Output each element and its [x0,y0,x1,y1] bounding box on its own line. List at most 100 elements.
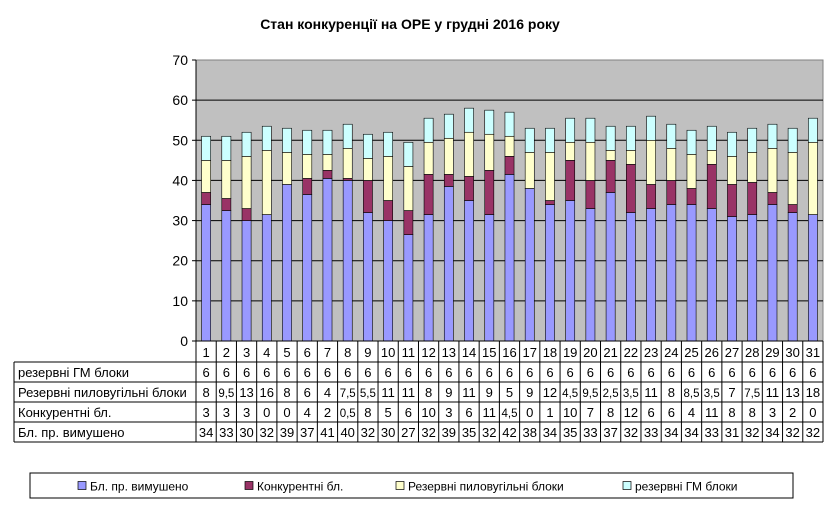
table-cell: 38 [522,425,536,440]
x-tick-label: 20 [583,345,597,360]
table-cell: 41 [320,425,334,440]
bar-segment [524,152,535,189]
table-cell: 33 [644,425,658,440]
bar-segment [565,141,576,161]
table-cell: 7 [587,405,594,420]
y-tick-label: 0 [180,333,188,349]
y-tick-label: 70 [172,52,188,68]
table-cell: 7,5 [340,388,356,400]
table-cell: 5 [506,385,513,400]
bar-segment [201,135,211,161]
x-tick-label: 12 [421,345,435,360]
table-cell: 12 [624,405,638,420]
table-cell: 6 [304,365,311,380]
table-cell: 6 [708,365,715,380]
table-cell: 6 [465,405,472,420]
table-cell: 13 [239,385,253,400]
bar-segment [201,160,211,193]
bar-segment [504,174,515,342]
bar-segment [727,156,737,185]
table-cell: 34 [543,425,557,440]
bar-segment [767,192,778,205]
table-cell: 30 [381,425,395,440]
bar-segment [241,156,252,209]
table-cell: 8 [364,405,371,420]
y-tick-label: 10 [172,293,188,309]
table-cell: 0,5 [340,408,356,420]
table-cell: 3 [243,405,250,420]
table-cell: 0 [526,405,533,420]
x-tick-label: 7 [324,345,331,360]
table-cell: 4,5 [502,408,518,420]
table-cell: 5 [385,405,392,420]
bar-segment [322,129,333,155]
table-cell: 2 [324,405,331,420]
bar-segment [747,214,758,342]
x-tick-label: 23 [644,345,658,360]
bar-segment [605,160,616,193]
table-cell: 3,5 [623,388,639,400]
legend-swatch [622,481,632,490]
table-cell: 37 [300,425,314,440]
x-tick-label: 18 [543,345,557,360]
table-cell: 34 [664,425,678,440]
table-cell: 6 [688,365,695,380]
table-cell: 11 [705,405,719,420]
table-cell: 32 [624,425,638,440]
bar-segment [201,204,211,342]
bar-segment [484,133,495,171]
table-cell: 12 [543,385,557,400]
legend-entry: Резервні пиловугільні блоки [408,480,564,494]
table-cell: 6 [405,365,412,380]
table-cell: 6 [749,365,756,380]
x-tick-label: 31 [806,345,820,360]
bar-segment [221,160,232,199]
x-tick-label: 28 [745,345,759,360]
bar-segment [626,150,636,165]
table-cell: 6 [364,365,371,380]
table-cell: 42 [502,425,516,440]
table-cell: 32 [361,425,375,440]
table-cell: 0 [809,405,816,420]
x-tick-label: 1 [202,345,209,360]
bar-segment [403,166,414,211]
x-tick-label: 4 [263,345,270,360]
bar-segment [787,204,798,213]
table-cell: 32 [260,425,274,440]
x-tick-label: 27 [725,345,739,360]
table-cell: 33 [219,425,233,440]
table-cell: 10 [421,405,435,420]
x-tick-label: 10 [381,345,395,360]
bar-segment [605,192,616,342]
bar-segment [666,123,677,149]
x-tick-label: 9 [364,345,371,360]
table-row-label: Конкурентні бл. [18,405,112,420]
table-cell: 6 [647,405,654,420]
table-cell: 13 [785,385,799,400]
bar-segment [423,141,434,175]
legend-entry: Бл. пр. вимушено [90,480,189,494]
table-row-label: Бл. пр. вимушено [18,425,125,440]
table-cell: 9,5 [582,388,598,400]
bar-segment [626,125,636,151]
bar-segment [605,125,616,151]
table-cell: 16 [260,385,274,400]
bar-segment [221,210,232,342]
bar-segment [221,198,232,211]
bar-segment [464,176,474,201]
bar-segment [261,125,272,151]
table-cell: 3 [202,405,209,420]
bar-segment [363,180,373,213]
table-cell: 8 [728,405,735,420]
table-cell: 6 [506,365,513,380]
bar-segment [342,178,353,181]
bar-segment [524,188,535,342]
table-cell: 35 [462,425,476,440]
table-cell: 6 [243,365,250,380]
table-cell: 7 [728,385,735,400]
table-cell: 6 [607,365,614,380]
table-cell: 31 [725,425,739,440]
bar-segment [747,127,758,153]
bar-segment [504,135,515,157]
